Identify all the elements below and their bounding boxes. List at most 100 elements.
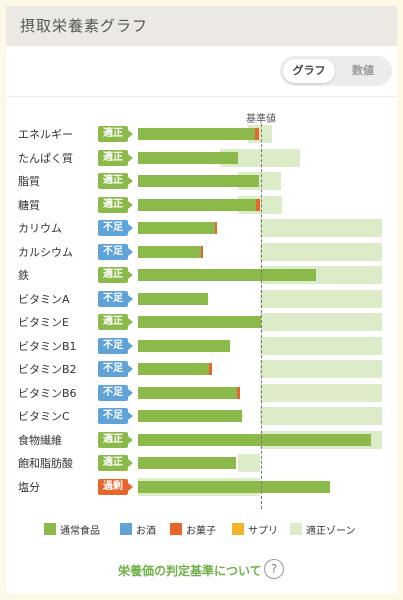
graph-view-button[interactable]: グラフ [283, 59, 335, 83]
nutrient-label: ビタミンB1 [18, 339, 77, 353]
nutrient-label: 脂質 [18, 175, 40, 188]
legend-swatch-snack [170, 523, 182, 535]
bar-segment-food [138, 151, 239, 164]
legend-swatch-zone [290, 523, 302, 535]
nutrient-row: ビタミンB6 不足 [6, 383, 397, 403]
bar-segment-food [138, 128, 256, 140]
nutrient-row: ビタミンA 不足 [6, 289, 397, 309]
standard-value-line [261, 124, 262, 509]
nutrient-label: カルシウム [18, 245, 73, 259]
bar-segment-food [138, 363, 209, 375]
bar-segment-food [138, 480, 330, 493]
nutrient-row: ビタミンC 不足 [6, 406, 397, 426]
bar-segment-snack [256, 198, 260, 211]
adequate-zone [260, 313, 382, 331]
nutrient-label: ビタミンB2 [18, 363, 77, 376]
nutrient-row: エネルギー 適正 [6, 124, 397, 144]
status-badge: 適正 [98, 455, 133, 471]
intake-bar [138, 410, 242, 422]
legend-label-zone: 適正ゾーン [306, 526, 356, 537]
bar-segment-food [138, 198, 257, 211]
intake-bar [138, 151, 239, 164]
criteria-help-link[interactable]: 栄養価の判定基準について [118, 564, 262, 578]
nutrient-label: 食物繊維 [18, 433, 62, 447]
chart-legend: 通常食品 お酒 お菓子 サプリ 適正ゾーン [6, 521, 397, 541]
legend-label-supplement: サプリ [248, 526, 278, 537]
adequate-zone [260, 219, 382, 237]
status-badge: 不足 [98, 290, 133, 307]
adequate-zone [260, 407, 382, 425]
legend-label-food: 通常食品 [60, 526, 100, 537]
nutrient-label: ビタミンE [18, 316, 69, 329]
nutrient-label: ビタミンA [18, 292, 70, 306]
nutrient-row: 鉄 適正 [6, 265, 397, 285]
nutrient-row: 飽和脂肪酸 適正 [6, 453, 397, 473]
intake-bar [138, 433, 372, 446]
bar-segment-food [138, 292, 208, 305]
status-badge: 適正 [98, 431, 133, 448]
status-badge: 不足 [98, 337, 133, 354]
intake-bar [138, 457, 236, 469]
nutrient-label: カリウム [18, 222, 62, 235]
status-badge: 不足 [98, 220, 133, 236]
bar-segment-snack [214, 222, 217, 234]
nutrient-row: ビタミンE 適正 [6, 312, 397, 332]
adequate-zone [260, 336, 382, 355]
intake-bar [138, 292, 208, 305]
intake-bar [138, 316, 262, 328]
nutrient-label: ビタミンB6 [18, 386, 77, 400]
intake-bar [138, 198, 260, 211]
intake-bar [138, 245, 204, 258]
nutrient-row: ビタミンB1 不足 [6, 336, 397, 356]
nutrient-row: カリウム 不足 [6, 218, 397, 238]
adequate-zone [260, 360, 382, 378]
nutrient-row: 塩分 過剰 [6, 477, 397, 497]
legend-swatch-alcohol [120, 523, 132, 535]
bar-segment-food [138, 433, 372, 446]
status-badge: 適正 [98, 314, 133, 330]
adequate-zone [219, 148, 301, 167]
nutrient-label: 塩分 [18, 480, 40, 494]
nutrient-row: 食物繊維 適正 [6, 430, 397, 450]
legend-swatch-food [44, 523, 56, 535]
bar-segment-food [138, 222, 215, 234]
bar-segment-food [138, 245, 202, 258]
question-circle-icon[interactable]: ? [264, 559, 284, 579]
nutrient-row: 脂質 適正 [6, 171, 397, 191]
help-row: 栄養価の判定基準について ? [6, 559, 397, 581]
intake-bar [138, 363, 213, 375]
status-badge: 適正 [98, 196, 133, 213]
nutrient-label: 鉄 [18, 269, 29, 282]
intake-bar [138, 339, 230, 352]
card-header: 摂取栄養素グラフ [6, 6, 397, 46]
intake-bar [138, 269, 317, 281]
card-title: 摂取栄養素グラフ [20, 17, 149, 35]
intake-bar [138, 386, 241, 399]
adequate-zone [260, 242, 382, 261]
bar-segment-snack [255, 128, 259, 140]
bar-segment-snack [201, 245, 204, 258]
legend-label-alcohol: お酒 [136, 526, 156, 537]
standard-value-label: 基準値 [246, 114, 276, 125]
nutrient-row: たんぱく質 適正 [6, 148, 397, 168]
bar-segment-food [138, 175, 259, 187]
values-view-button[interactable]: 数値 [352, 64, 374, 77]
legend-label-snack: お菓子 [186, 526, 216, 537]
adequate-zone [260, 383, 382, 402]
view-toggle[interactable]: グラフ 数値 [280, 56, 392, 86]
nutrient-label: 糖質 [18, 198, 40, 212]
bar-segment-food [138, 316, 262, 328]
status-badge: 不足 [98, 361, 133, 377]
bar-segment-food [138, 386, 237, 399]
bar-segment-snack [236, 386, 241, 399]
bar-segment-snack [208, 363, 213, 375]
status-badge: 不足 [98, 408, 133, 424]
nutrient-label: たんぱく質 [18, 151, 73, 165]
status-badge: 適正 [98, 173, 133, 189]
intake-bar [138, 175, 259, 187]
nutrient-label: 飽和脂肪酸 [18, 457, 73, 470]
bar-segment-food [138, 339, 230, 352]
status-badge: 適正 [98, 149, 133, 166]
intake-bar [138, 480, 330, 493]
nutrient-row: ビタミンB2 不足 [6, 359, 397, 379]
